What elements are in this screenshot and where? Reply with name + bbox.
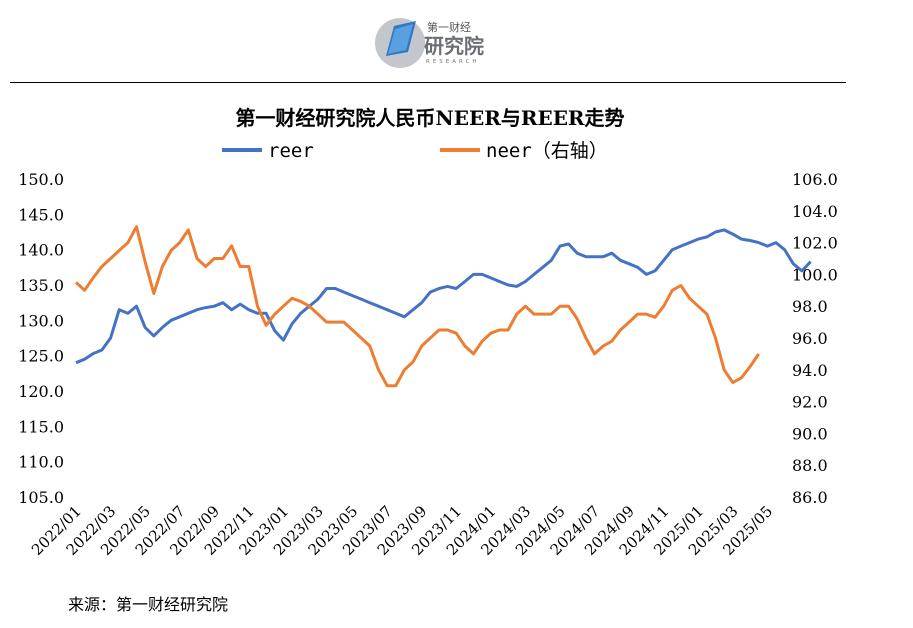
y-axis-right: 86.088.090.092.094.096.098.0100.0102.010… bbox=[792, 170, 838, 507]
source-note: 来源：第一财经研究院 bbox=[68, 595, 229, 614]
series-line-reer bbox=[75, 228, 812, 365]
logo-sub-text: RESEARCH bbox=[426, 59, 480, 65]
y-left-tick-label: 140.0 bbox=[18, 241, 64, 260]
logo-main-text: 研究院 bbox=[424, 34, 484, 58]
logo-top-text: 第一财经 bbox=[427, 20, 471, 34]
y-right-tick-label: 102.0 bbox=[792, 234, 838, 253]
y-right-tick-label: 98.0 bbox=[792, 297, 828, 316]
y-right-tick-label: 94.0 bbox=[792, 361, 828, 380]
y-right-tick-label: 106.0 bbox=[792, 170, 838, 189]
notebook-logo-icon bbox=[386, 21, 416, 56]
chart: 第一财经研究院人民币NEER与REER走势 reer neer（右轴） 105.… bbox=[18, 106, 838, 559]
y-right-tick-label: 92.0 bbox=[792, 393, 828, 412]
y-left-tick-label: 115.0 bbox=[18, 417, 64, 436]
y-left-tick-label: 125.0 bbox=[18, 347, 64, 366]
brand-logo: 第一财经 研究院 RESEARCH bbox=[375, 18, 484, 68]
y-left-tick-label: 110.0 bbox=[18, 453, 64, 472]
y-right-tick-label: 86.0 bbox=[792, 488, 828, 507]
chart-title: 第一财经研究院人民币NEER与REER走势 bbox=[235, 106, 624, 130]
y-right-tick-label: 96.0 bbox=[792, 329, 828, 348]
y-left-tick-label: 150.0 bbox=[18, 170, 64, 189]
legend: reer neer（右轴） bbox=[222, 140, 608, 162]
y-left-tick-label: 120.0 bbox=[18, 382, 64, 401]
y-left-tick-label: 130.0 bbox=[18, 311, 64, 330]
y-right-tick-label: 88.0 bbox=[792, 456, 828, 475]
legend-label-neer: neer（右轴） bbox=[486, 140, 608, 162]
y-left-tick-label: 145.0 bbox=[18, 205, 64, 224]
y-right-tick-label: 90.0 bbox=[792, 424, 828, 443]
y-axis-left: 105.0 110.0 115.0 120.0 125.0 130.0 135.0 140.0… bbox=[18, 170, 64, 507]
x-axis: 2022/012022/032022/052022/072022/092022/… bbox=[28, 502, 776, 559]
y-left-tick-label: 135.0 bbox=[18, 276, 64, 295]
legend-label-reer: reer bbox=[268, 140, 314, 162]
y-left-tick-label: 105.0 bbox=[18, 488, 64, 507]
header-divider bbox=[10, 82, 846, 83]
y-right-tick-label: 104.0 bbox=[792, 202, 838, 221]
series-line-neer bbox=[74, 225, 760, 388]
